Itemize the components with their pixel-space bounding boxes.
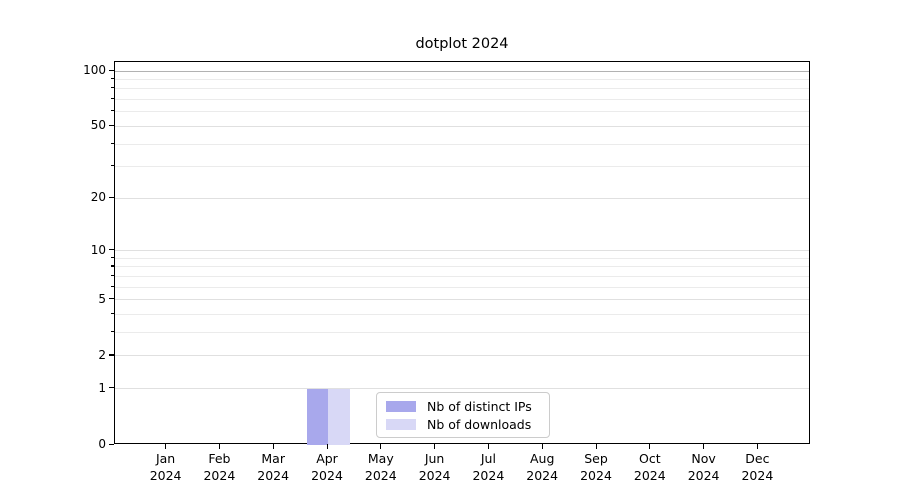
y-minor-tick [111, 142, 114, 144]
minor-gridline [115, 143, 809, 145]
major-gridline [115, 70, 809, 72]
y-minor-tick [111, 331, 114, 333]
bar-distinct-ips-apr [306, 388, 328, 445]
y-major-tick [109, 124, 114, 126]
y-major-tick [109, 298, 114, 300]
y-tick-label: 10 [90, 242, 106, 257]
y-major-tick [109, 443, 114, 445]
minor-gridline [115, 266, 809, 268]
minor-gridline [115, 332, 809, 334]
y-tick-label: 50 [90, 118, 106, 133]
minor-gridline [115, 88, 809, 90]
legend-label-downloads: Nb of downloads [427, 417, 532, 432]
x-tick [218, 444, 220, 449]
x-tick [703, 444, 705, 449]
minor-gridline [115, 99, 809, 101]
x-tick-label: Jul 2024 [472, 451, 505, 483]
x-tick [326, 444, 328, 449]
x-tick-label: May 2024 [364, 451, 397, 483]
major-gridline [115, 355, 809, 357]
minor-gridline [115, 78, 809, 80]
y-minor-tick [111, 256, 114, 258]
minor-gridline [115, 275, 809, 277]
y-minor-tick [111, 110, 114, 112]
x-tick [380, 444, 382, 449]
y-minor-tick [111, 98, 114, 100]
x-tick-label: Sep 2024 [580, 451, 612, 483]
x-tick-label: Feb 2024 [203, 451, 236, 483]
minor-gridline [115, 286, 809, 288]
x-tick [541, 444, 543, 449]
major-gridline [115, 299, 809, 301]
minor-gridline [115, 314, 809, 316]
x-tick [165, 444, 167, 449]
y-tick-label: 5 [98, 291, 106, 306]
legend-item-distinct-ips: Nb of distinct IPs [386, 398, 541, 415]
minor-gridline [115, 257, 809, 259]
y-major-tick [109, 196, 114, 198]
x-tick [272, 444, 274, 449]
x-tick [434, 444, 436, 449]
x-tick-label: Apr 2024 [311, 451, 343, 483]
x-tick [595, 444, 597, 449]
y-tick-label: 2 [98, 347, 106, 362]
minor-gridline [115, 111, 809, 113]
minor-gridline [115, 166, 809, 168]
y-tick-label: 20 [90, 190, 106, 205]
y-minor-tick [111, 87, 114, 89]
x-tick [649, 444, 651, 449]
major-gridline [115, 388, 809, 390]
y-minor-tick [111, 165, 114, 167]
chart-title: dotplot 2024 [415, 36, 509, 52]
y-minor-tick [111, 77, 114, 80]
major-gridline [115, 197, 809, 199]
legend-swatch-downloads [386, 419, 416, 430]
y-minor-tick [111, 313, 114, 315]
y-tick-label: 100 [83, 63, 106, 77]
x-tick-label: Jun 2024 [418, 451, 451, 483]
y-minor-tick [111, 265, 114, 267]
x-tick-label: Dec 2024 [741, 451, 774, 483]
x-tick-label: Aug 2024 [526, 451, 559, 483]
y-tick-label: 1 [98, 380, 106, 395]
y-major-tick [109, 249, 114, 251]
legend-label-distinct-ips: Nb of distinct IPs [427, 399, 532, 414]
bar-downloads-apr [328, 388, 350, 445]
major-gridline [115, 250, 809, 252]
y-major-tick [109, 354, 114, 356]
legend-item-downloads: Nb of downloads [386, 416, 541, 433]
y-minor-tick [111, 285, 114, 287]
y-major-tick [109, 69, 114, 71]
legend: Nb of distinct IPs Nb of downloads [376, 392, 550, 438]
y-major-tick [109, 387, 114, 389]
y-minor-tick [111, 274, 114, 277]
x-tick [487, 444, 489, 449]
y-tick-label: 0 [98, 437, 106, 451]
x-tick-label: Mar 2024 [257, 451, 290, 483]
plot-area: Nb of distinct IPs Nb of downloads [114, 61, 810, 445]
major-gridline [115, 125, 809, 127]
x-tick-label: Jan 2024 [149, 451, 182, 483]
legend-swatch-distinct-ips [386, 401, 416, 412]
x-tick-label: Oct 2024 [633, 451, 666, 483]
x-tick-label: Nov 2024 [687, 451, 720, 483]
x-tick [756, 444, 758, 449]
